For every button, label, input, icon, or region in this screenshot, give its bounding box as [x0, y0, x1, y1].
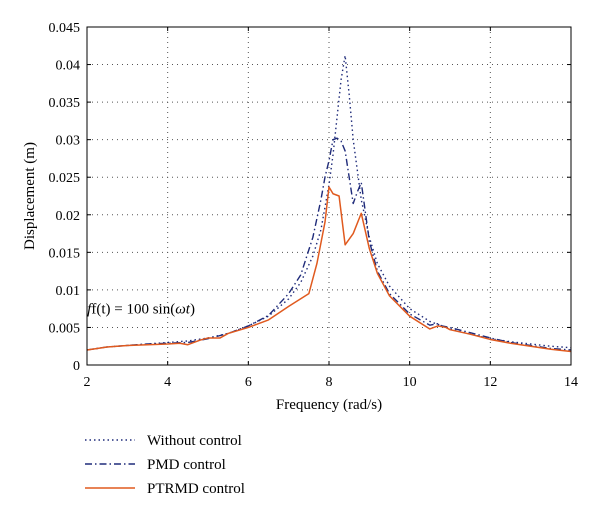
x-tick-label: 12: [483, 375, 497, 390]
legend-label: PMD control: [147, 457, 226, 473]
y-tick-label: 0.045: [49, 21, 81, 36]
y-tick-label: 0.01: [56, 284, 81, 299]
series-line-ptrmd-control: [86, 186, 572, 353]
axis-ticks: 2 4 6 8 10 12 14 0 0.005 0.01 0.015 0.02 0.025 0.03 0.…: [49, 21, 579, 390]
grid-lines: [87, 27, 571, 365]
x-tick-label: 10: [403, 375, 417, 390]
x-axis-title: Frequency (rad/s): [276, 397, 382, 413]
x-tick-label: 8: [326, 375, 333, 390]
y-tick-label: 0.02: [56, 209, 81, 224]
y-tick-label: 0.035: [49, 96, 81, 111]
annotation-post: ): [190, 302, 195, 318]
y-tick-label: 0.03: [56, 134, 81, 149]
forcing-function-annotation: ff(t) = 100 sin(ωt): [87, 302, 195, 318]
x-tick-label: 14: [564, 375, 578, 390]
y-tick-label: 0: [73, 359, 80, 374]
legend-label: PTRMD control: [147, 481, 245, 497]
legend-label: Without control: [147, 433, 242, 449]
x-tick-label: 4: [164, 375, 171, 390]
annotation-t: t: [186, 302, 191, 318]
x-tick-label: 6: [245, 375, 252, 390]
legend: Without control PMD control PTRMD control: [85, 433, 245, 497]
y-tick-label: 0.015: [49, 246, 81, 261]
y-axis-title: Displacement (m): [22, 142, 38, 250]
annotation-omega: ω: [175, 302, 186, 318]
y-tick-label: 0.025: [49, 171, 81, 186]
annotation-pre: f(t) = 100 sin(: [91, 302, 175, 318]
x-tick-label: 2: [84, 375, 91, 390]
series-line-pmd-control: [86, 137, 572, 351]
y-tick-label: 0.04: [56, 59, 81, 74]
series-lines: [86, 54, 572, 353]
y-tick-label: 0.005: [49, 321, 81, 336]
